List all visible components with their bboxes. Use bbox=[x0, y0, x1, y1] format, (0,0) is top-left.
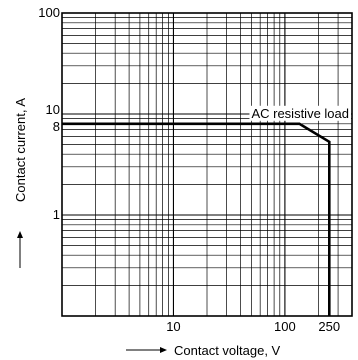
y-tick-label: 10 bbox=[46, 102, 60, 117]
grid bbox=[62, 13, 352, 316]
x-axis-label-group: Contact voltage, V bbox=[126, 343, 281, 358]
x-tick-label: 250 bbox=[318, 319, 340, 334]
plot-frame bbox=[61, 12, 353, 317]
series-layer bbox=[62, 122, 331, 316]
y-axis-label: Contact current, A bbox=[13, 98, 28, 202]
annotation-background bbox=[249, 105, 351, 121]
y-tick-label: 100 bbox=[38, 5, 60, 20]
series-line bbox=[62, 122, 331, 316]
y-axis-label-group: Contact current, A bbox=[13, 98, 28, 268]
annotation-label: AC resistive load bbox=[251, 106, 349, 121]
x-tick-label: 10 bbox=[166, 319, 180, 334]
x-tick-label: 100 bbox=[274, 319, 296, 334]
annotations: AC resistive load bbox=[249, 105, 351, 121]
tick-labels: 10 100 250 1 8 10 100 bbox=[38, 5, 340, 334]
y-tick-label: 8 bbox=[53, 119, 60, 134]
x-axis-label: Contact voltage, V bbox=[174, 343, 281, 358]
y-axis-arrowhead bbox=[17, 231, 23, 238]
y-tick-label: 1 bbox=[53, 207, 60, 222]
x-axis-arrowhead bbox=[160, 347, 167, 353]
